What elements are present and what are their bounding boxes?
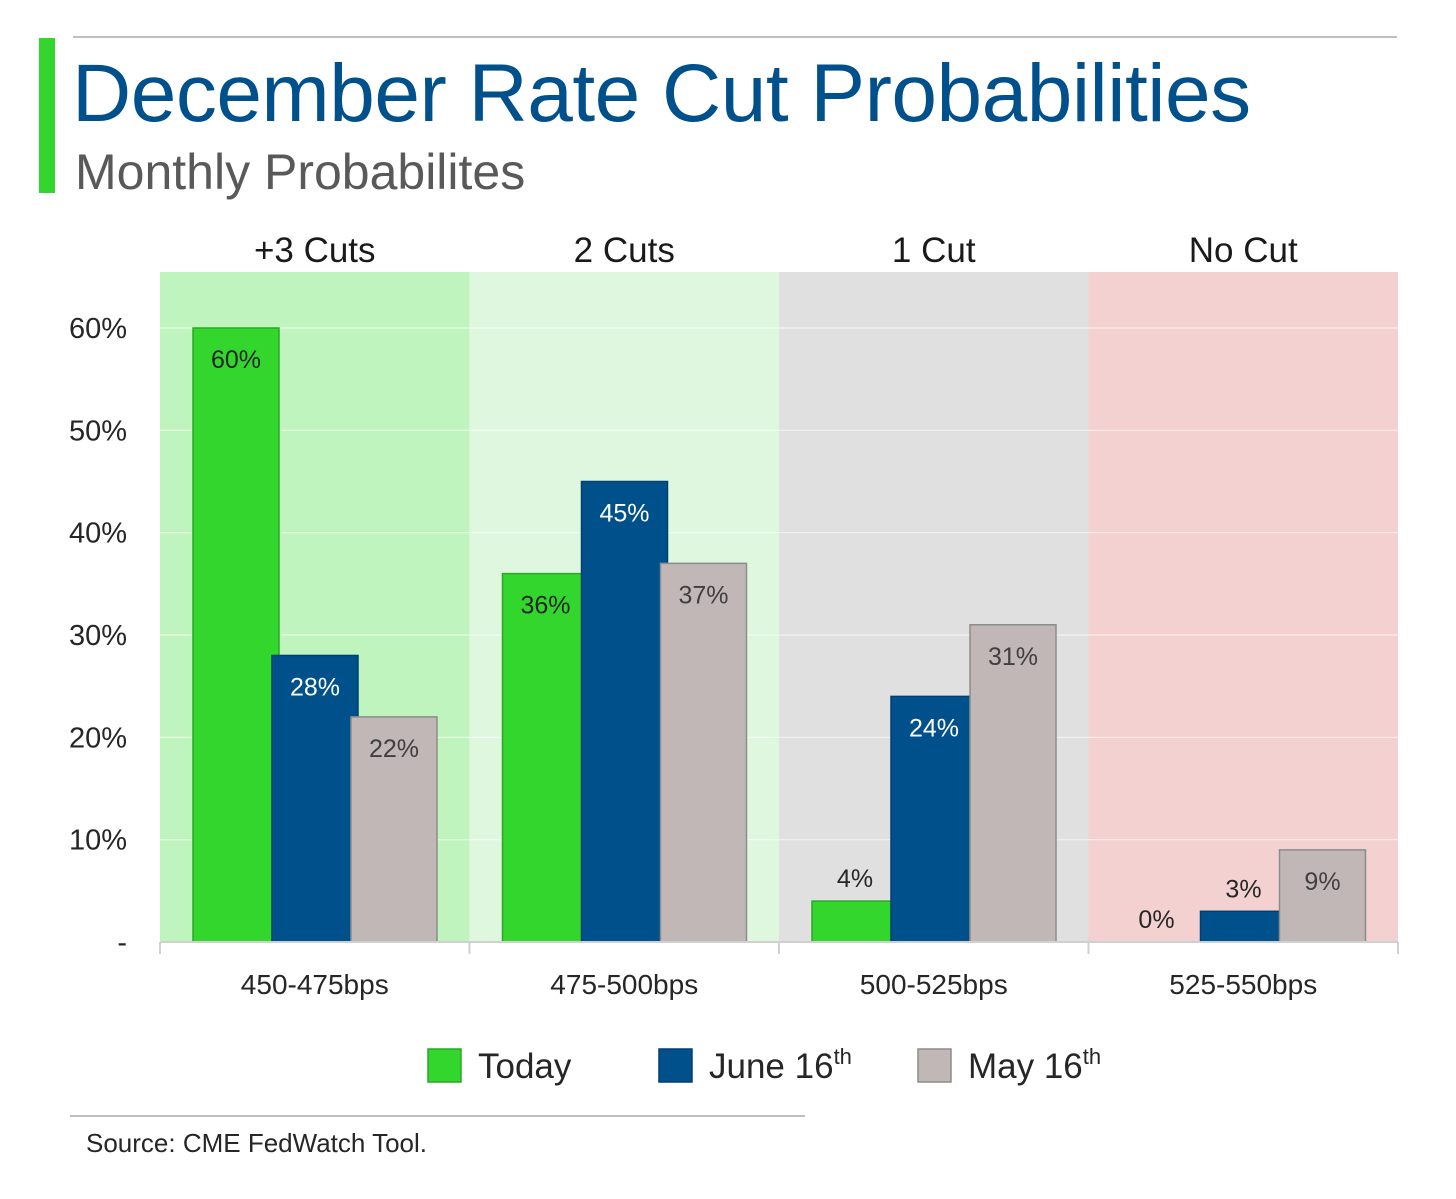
group-header: 1 Cut — [892, 231, 976, 270]
source-note: Source: CME FedWatch Tool. — [86, 1128, 428, 1158]
bar — [271, 654, 359, 943]
legend-label: Today — [478, 1047, 572, 1086]
x-tick-label: 475-500bps — [550, 969, 698, 1000]
data-label: 60% — [211, 346, 261, 374]
bar — [1199, 910, 1288, 943]
legend-swatch — [427, 1048, 462, 1083]
group-header: +3 Cuts — [254, 231, 376, 270]
data-label: 24% — [909, 714, 959, 742]
source-rule — [70, 1115, 805, 1117]
bar — [580, 480, 669, 943]
bar — [811, 900, 899, 943]
bar — [1278, 849, 1367, 943]
legend-label: May 16th — [968, 1044, 1101, 1086]
bar — [192, 327, 280, 943]
x-tick-label: 525-550bps — [1169, 969, 1317, 1000]
data-label: 4% — [837, 865, 873, 893]
x-tick-label: 500-525bps — [860, 969, 1008, 1000]
legend-label: June 16th — [709, 1044, 852, 1086]
group-header: No Cut — [1189, 231, 1298, 270]
y-tick-label: - — [117, 927, 127, 959]
bar — [890, 695, 978, 943]
page-subtitle: Monthly Probabilites — [75, 144, 526, 200]
y-tick-label: 40% — [69, 518, 127, 550]
data-label: 28% — [290, 673, 340, 701]
data-label: 31% — [988, 643, 1038, 671]
y-tick-label: 50% — [69, 415, 127, 447]
group-band — [1088, 272, 1398, 942]
data-label: 3% — [1225, 875, 1261, 903]
title-accent-bar — [39, 38, 55, 193]
legend-swatch — [658, 1048, 693, 1083]
y-tick-label: 20% — [69, 722, 127, 754]
group-header: 2 Cuts — [574, 231, 675, 270]
data-label: 45% — [599, 500, 649, 528]
data-label: 36% — [520, 592, 570, 620]
y-tick-label: 60% — [69, 313, 127, 345]
y-tick-label: 30% — [69, 620, 127, 652]
bar — [350, 716, 438, 943]
data-label: 9% — [1304, 868, 1340, 896]
bar-chart: +3 Cuts 2 Cuts 1 Cut No Cut - 10% 20% 30% 40% 50%… — [69, 231, 1399, 1086]
page-title: December Rate Cut Probabilities — [72, 48, 1251, 139]
bar — [659, 562, 748, 943]
bar — [969, 624, 1057, 943]
data-label: 0% — [1138, 906, 1174, 934]
y-tick-label: 10% — [69, 825, 127, 857]
top-rule — [73, 36, 1397, 38]
data-label: 37% — [678, 581, 728, 609]
bar — [501, 572, 590, 943]
x-tick-label: 450-475bps — [241, 969, 389, 1000]
legend-swatch — [917, 1048, 952, 1083]
data-label: 22% — [369, 735, 419, 763]
